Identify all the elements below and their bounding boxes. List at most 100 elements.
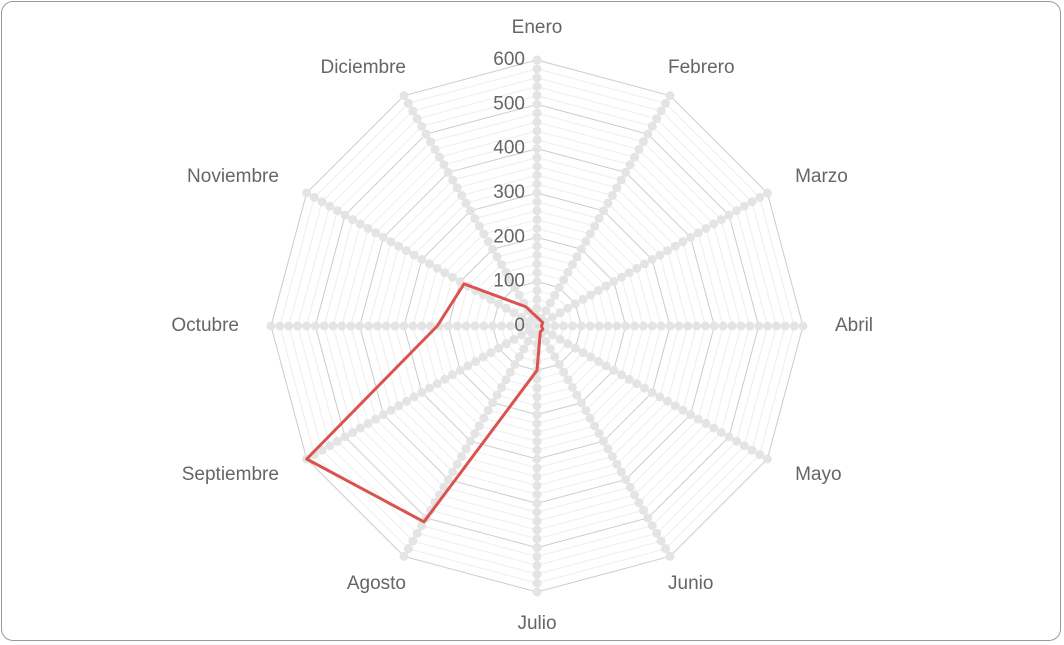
category-label: Agosto (347, 573, 406, 594)
y-tick-label: 100 (493, 271, 525, 292)
grid-dot (693, 414, 703, 424)
grid-dot (532, 516, 542, 526)
grid-dot (371, 228, 381, 238)
grid-dot (789, 321, 799, 331)
grid-dot (497, 260, 507, 270)
grid-dot (505, 275, 515, 285)
grid-dot (417, 121, 427, 131)
grid-dot (612, 321, 622, 331)
grid-dot (603, 444, 613, 454)
grid-dot (532, 552, 542, 562)
grid-dot (408, 536, 418, 546)
grid-dot (638, 321, 648, 331)
grid-dot (655, 250, 665, 260)
grid-dot (739, 441, 749, 451)
grid-dot (474, 421, 484, 431)
grid-dot (616, 467, 626, 477)
grid-dot (486, 294, 496, 304)
grid-dot (381, 321, 391, 331)
grid-dot (532, 117, 542, 127)
grid-dot (426, 137, 436, 147)
grid-dot (417, 321, 427, 331)
grid-dot (479, 413, 489, 423)
grid-dot (403, 544, 413, 554)
grid-dot (532, 55, 542, 65)
grid-dot (532, 587, 542, 597)
grid-dot (532, 445, 542, 455)
grid-dot (390, 321, 400, 331)
grid-dot (755, 192, 765, 202)
grid-dot (663, 246, 673, 256)
grid-dot (430, 144, 440, 154)
grid-dot (448, 272, 458, 282)
grid-dot (532, 436, 542, 446)
grid-dot (700, 321, 710, 331)
grid-dot (576, 398, 586, 408)
grid-dot (302, 188, 312, 198)
grid-dot (554, 359, 564, 369)
grid-dot (492, 252, 502, 262)
grid-dot (284, 321, 294, 331)
grid-dot (727, 321, 737, 331)
grid-dot (474, 221, 484, 231)
grid-dot (601, 281, 611, 291)
grid-dot (332, 206, 342, 216)
grid-dot (440, 374, 450, 384)
grid-dot (372, 321, 382, 331)
grid-dot (417, 521, 427, 531)
grid-dot (609, 277, 619, 287)
grid-dot (309, 192, 319, 202)
grid-dot (616, 370, 626, 380)
grid-dot (412, 114, 422, 124)
grid-dot (647, 321, 657, 331)
grid-dot (363, 223, 373, 233)
grid-dot (328, 321, 338, 331)
grid-dot (325, 441, 335, 451)
grid-dot (532, 463, 542, 473)
grid-dot (655, 392, 665, 402)
grid-dot (678, 405, 688, 415)
grid-dot (510, 283, 520, 293)
grid-dot (532, 90, 542, 100)
grid-dot (443, 167, 453, 177)
grid-dot (532, 223, 542, 233)
grid-dot (755, 450, 765, 460)
grid-dot (340, 432, 350, 442)
grid-dot (624, 374, 634, 384)
grid-dot (550, 352, 560, 362)
grid-dot (532, 232, 542, 242)
grid-dot (634, 498, 644, 508)
grid-dot (424, 383, 434, 393)
grid-dot (541, 336, 551, 346)
grid-dot (532, 215, 542, 225)
grid-dot (567, 260, 577, 270)
grid-dot (762, 454, 772, 464)
grid-dot (394, 401, 404, 411)
grid-dot (724, 432, 734, 442)
grid-dot (599, 436, 608, 446)
grid-dot (780, 321, 790, 331)
grid-dot (663, 396, 673, 406)
grid-dot (771, 321, 781, 331)
grid-dot (325, 201, 335, 211)
grid-dot (479, 321, 489, 331)
grid-dot (603, 321, 613, 331)
grid-dot (355, 321, 365, 331)
grid-dot (798, 321, 808, 331)
grid-dot (355, 219, 365, 229)
grid-dot (532, 498, 542, 508)
grid-dot (371, 414, 381, 424)
grid-dot (519, 344, 529, 354)
grid-dot (266, 321, 276, 331)
grid-dot (607, 190, 617, 200)
grid-dot (686, 232, 696, 242)
grid-dot (612, 183, 622, 193)
y-tick-label: 400 (493, 138, 525, 159)
grid-dot (310, 321, 320, 331)
grid-dot (603, 198, 613, 208)
grid-dot (517, 330, 527, 340)
grid-dot (399, 551, 409, 561)
grid-dot (401, 246, 411, 256)
grid-dot (412, 528, 422, 538)
